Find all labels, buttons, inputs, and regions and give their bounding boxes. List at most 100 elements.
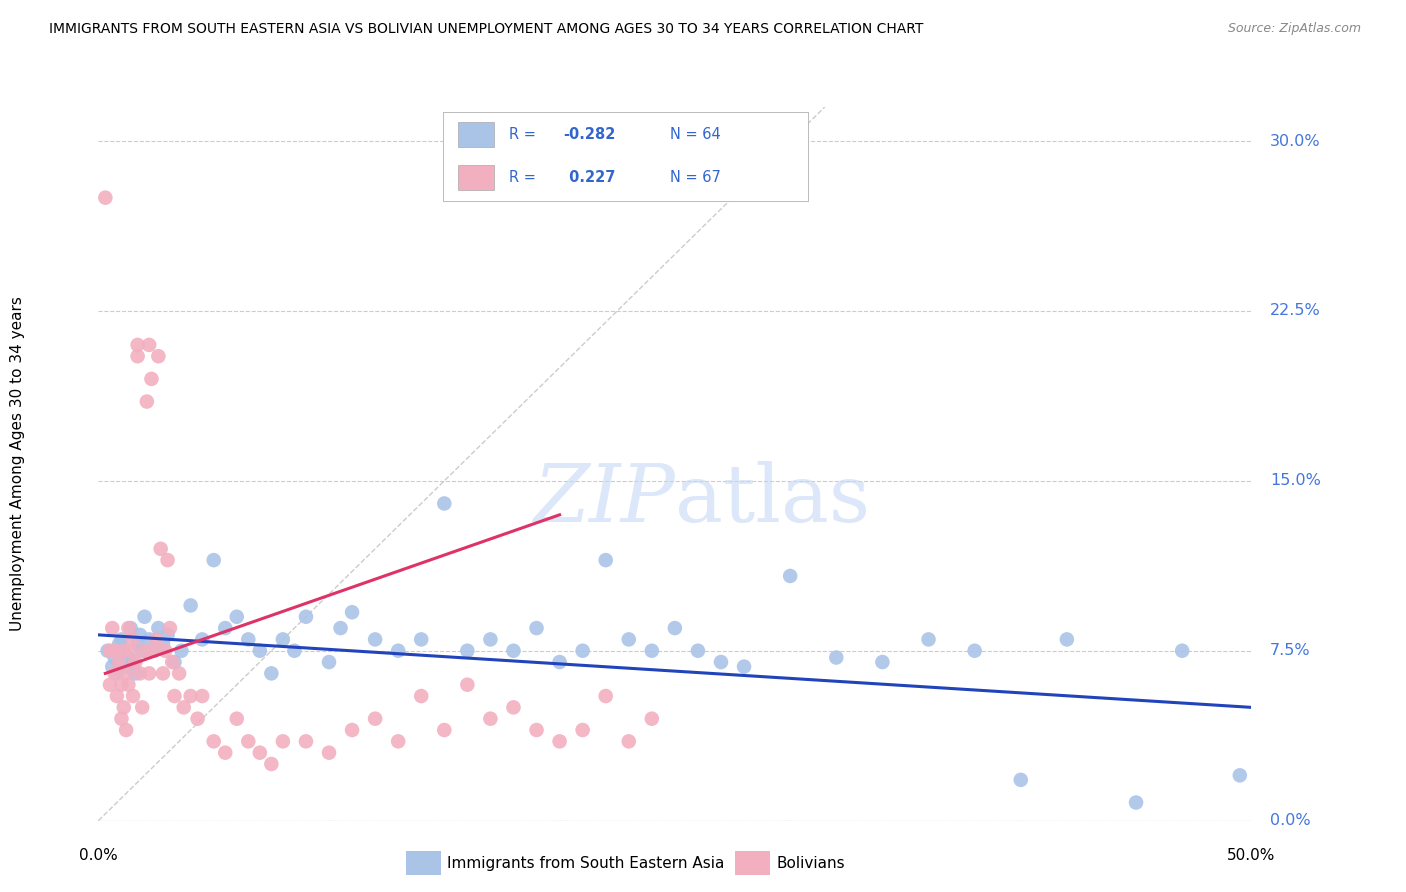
- Point: [329, 621, 352, 635]
- Point: [98, 644, 121, 658]
- Point: [115, 666, 138, 681]
- Text: -0.282: -0.282: [564, 128, 616, 142]
- Point: [127, 637, 149, 651]
- Text: R =: R =: [509, 128, 540, 142]
- Point: [260, 666, 283, 681]
- Text: 15.0%: 15.0%: [1270, 474, 1320, 488]
- Point: [641, 712, 664, 726]
- Point: [411, 689, 433, 703]
- FancyBboxPatch shape: [457, 165, 494, 190]
- FancyBboxPatch shape: [735, 851, 770, 875]
- Text: 0.0%: 0.0%: [1270, 814, 1310, 828]
- Point: [283, 644, 305, 658]
- Text: N = 67: N = 67: [669, 170, 720, 185]
- Point: [710, 655, 733, 669]
- Point: [340, 723, 363, 737]
- Point: [141, 372, 163, 386]
- Point: [456, 678, 478, 692]
- Point: [148, 349, 170, 363]
- Text: R =: R =: [509, 170, 540, 185]
- Point: [202, 553, 225, 567]
- Point: [173, 700, 195, 714]
- Point: [122, 632, 145, 647]
- Point: [115, 723, 138, 737]
- Point: [595, 689, 617, 703]
- Point: [617, 632, 640, 647]
- Point: [1010, 772, 1032, 787]
- Point: [122, 689, 145, 703]
- Point: [105, 689, 128, 703]
- Point: [318, 655, 340, 669]
- Point: [103, 650, 125, 665]
- Point: [134, 644, 156, 658]
- FancyBboxPatch shape: [406, 851, 441, 875]
- Text: N = 64: N = 64: [669, 128, 720, 142]
- Point: [479, 632, 502, 647]
- Point: [238, 734, 260, 748]
- Point: [98, 678, 121, 692]
- Point: [134, 609, 156, 624]
- Point: [131, 700, 153, 714]
- Point: [963, 644, 986, 658]
- Point: [138, 666, 160, 681]
- Point: [571, 723, 593, 737]
- Point: [260, 757, 283, 772]
- Point: [364, 712, 387, 726]
- Point: [117, 621, 139, 635]
- Point: [641, 644, 664, 658]
- Point: [433, 723, 456, 737]
- Point: [149, 541, 172, 556]
- Point: [142, 644, 165, 658]
- Point: [138, 632, 160, 647]
- Point: [163, 689, 186, 703]
- Point: [101, 659, 124, 673]
- Point: [94, 191, 117, 205]
- Point: [191, 632, 214, 647]
- Point: [152, 637, 174, 651]
- Point: [159, 621, 181, 635]
- Point: [295, 734, 318, 748]
- Point: [214, 746, 236, 760]
- Point: [526, 723, 548, 737]
- Point: [122, 655, 145, 669]
- Point: [112, 700, 135, 714]
- Point: [340, 605, 363, 619]
- Point: [249, 746, 271, 760]
- Point: [124, 655, 146, 669]
- Point: [110, 678, 132, 692]
- Text: IMMIGRANTS FROM SOUTH EASTERN ASIA VS BOLIVIAN UNEMPLOYMENT AMONG AGES 30 TO 34 : IMMIGRANTS FROM SOUTH EASTERN ASIA VS BO…: [49, 22, 924, 37]
- Point: [108, 655, 131, 669]
- Point: [108, 637, 131, 651]
- Point: [163, 655, 186, 669]
- Point: [502, 644, 524, 658]
- Point: [115, 659, 138, 673]
- Point: [120, 621, 142, 635]
- Point: [1056, 632, 1078, 647]
- Point: [364, 632, 387, 647]
- Point: [167, 666, 190, 681]
- Point: [135, 394, 157, 409]
- Text: 30.0%: 30.0%: [1270, 134, 1320, 149]
- Point: [191, 689, 214, 703]
- Point: [127, 349, 149, 363]
- Point: [548, 655, 571, 669]
- Point: [101, 621, 124, 635]
- Point: [271, 632, 294, 647]
- Point: [187, 712, 209, 726]
- Point: [110, 632, 132, 647]
- Text: 7.5%: 7.5%: [1270, 643, 1310, 658]
- Point: [202, 734, 225, 748]
- Point: [456, 644, 478, 658]
- Point: [502, 700, 524, 714]
- Point: [249, 644, 271, 658]
- Point: [411, 632, 433, 647]
- Point: [170, 644, 193, 658]
- Point: [387, 734, 409, 748]
- FancyBboxPatch shape: [457, 122, 494, 147]
- Point: [145, 632, 167, 647]
- Point: [97, 644, 120, 658]
- Point: [825, 650, 848, 665]
- Point: [103, 644, 125, 658]
- Point: [103, 666, 125, 681]
- Point: [105, 666, 128, 681]
